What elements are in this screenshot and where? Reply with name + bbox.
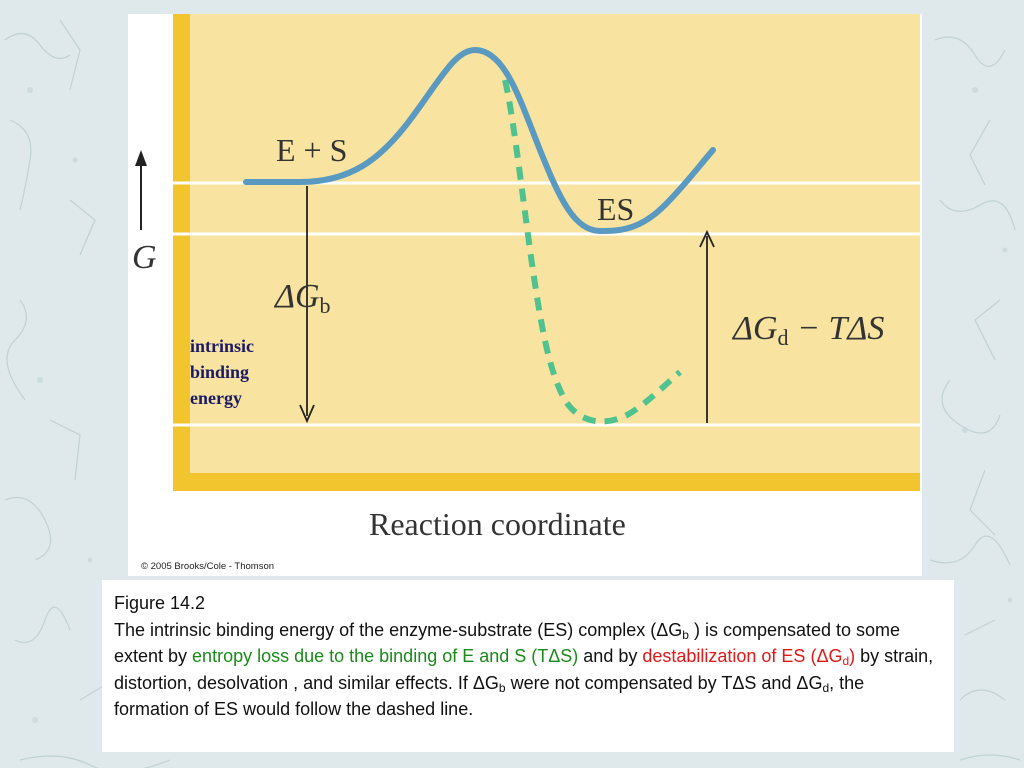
reaction-curve	[243, 46, 716, 235]
label-dg-b: ΔGb	[273, 278, 331, 318]
label-dg-d: ΔGd − TΔS	[731, 310, 884, 350]
x-axis-label: Reaction coordinate	[369, 506, 626, 542]
caption-destabilization-highlight: destabilization of ES (ΔGd)	[642, 646, 856, 668]
caption-sub: b	[498, 680, 506, 695]
note-line-2: binding	[190, 362, 250, 382]
caption-part: and by	[578, 646, 643, 666]
dg-d-tail: − TΔS	[789, 310, 885, 347]
caption-part: were not compensated by TΔS and ΔG	[505, 672, 823, 693]
caption-part: , the formation of ES would follow the d…	[114, 672, 865, 720]
caption-part: The intrinsic binding energy of the enzy…	[114, 619, 683, 640]
caption-sub: d	[822, 680, 830, 695]
dg-d-sub: d	[778, 325, 789, 350]
g-axis-arrowhead	[135, 150, 147, 166]
caption-red-part: destabilization of ES (ΔG	[642, 646, 843, 666]
dashed-uncompensated-curve	[502, 79, 682, 425]
caption-red-sub: d	[842, 654, 850, 668]
caption-entropy-highlight: entropy loss due to the binding of E and…	[192, 646, 579, 666]
caption-sub: b	[682, 627, 689, 642]
y-axis-bar	[173, 14, 190, 490]
dgd-arrowhead	[699, 229, 715, 248]
copyright-text: © 2005 Brooks/Cole - Thomson	[141, 561, 275, 572]
g-axis-label: G	[132, 239, 157, 276]
note-line-3: energy	[190, 388, 242, 408]
intrinsic-binding-energy-note: intrinsic binding energy	[190, 333, 280, 411]
dg-b-base: ΔG	[273, 278, 320, 315]
caption-body: The intrinsic binding energy of the enzy…	[114, 617, 942, 723]
label-e-plus-s: E + S	[276, 132, 347, 168]
caption-part: by strain, distortion, desolvation , and…	[114, 646, 934, 693]
x-axis-bar	[173, 473, 920, 491]
note-line-1: intrinsic	[190, 336, 255, 356]
caption-red-end: )	[849, 646, 856, 666]
dg-d-base: ΔG	[731, 310, 778, 347]
dg-b-sub: b	[320, 293, 331, 318]
diagram-background	[173, 14, 920, 488]
figure-caption: Figure 14.2 The intrinsic binding energy…	[102, 580, 954, 752]
caption-title: Figure 14.2	[114, 593, 206, 613]
caption-part: ) is compensated to some extent by	[114, 619, 901, 667]
dgb-arrowhead	[299, 404, 315, 424]
label-es: ES	[597, 191, 634, 227]
